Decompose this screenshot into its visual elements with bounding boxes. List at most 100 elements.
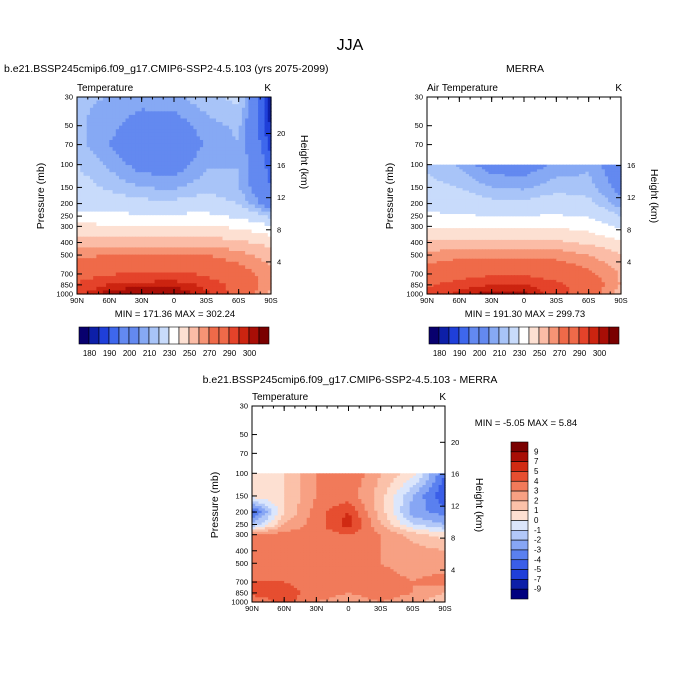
field-cell [93,193,97,198]
field-cell [572,195,577,199]
field-cell [232,179,237,184]
field-cell [96,125,101,130]
field-cell [83,179,88,184]
field-cell [258,200,262,206]
field-cell [501,183,506,187]
field-cell [164,165,169,170]
field-cell [245,125,249,130]
field-cell [491,202,496,206]
field-cell [148,111,152,116]
field-cell [86,258,91,263]
field-cell [556,197,561,201]
field-cell [588,190,593,194]
field-cell [232,276,237,281]
field-cell [209,190,214,195]
field-cell [186,258,191,263]
field-cell [167,197,172,202]
field-cell [222,190,227,195]
field-cell [206,261,211,266]
field-cell [604,199,609,203]
field-cell [225,139,230,145]
field-cell [112,283,117,288]
field-cell [238,125,243,130]
field-cell [465,171,470,175]
field-cell [569,204,574,208]
colorbar-label: 200 [123,349,137,358]
field-cell [151,175,156,180]
field-cell [196,132,201,137]
colorbar-swatch [208,326,220,345]
field-cell [141,104,146,109]
field-cell [125,208,130,213]
field-cell [93,100,97,105]
field-cell [546,185,551,189]
field-cell [258,100,262,105]
field-cell [99,261,104,266]
field-cell [203,222,207,227]
field-cell [112,118,117,123]
field-cell [591,197,596,201]
field-cell [212,172,217,177]
field-cell [180,182,185,188]
field-cell [475,166,480,170]
field-cell [566,164,570,168]
field-cell [488,195,493,199]
field-cell [141,190,146,195]
field-cell [543,199,548,203]
field-cell [80,211,85,216]
field-cell [177,125,182,130]
field-cell [245,222,249,227]
field-cell [144,204,149,209]
field-cell [604,176,609,180]
field-cell [167,139,172,145]
field-cell [465,169,470,173]
field-cell [212,182,217,188]
field-cell [193,100,198,105]
field-cell [93,243,97,249]
field-cell [109,100,114,105]
field-cell [170,182,175,188]
field-cell [267,165,272,170]
field-cell [232,290,237,295]
field-cell [225,193,230,198]
field-cell [569,181,574,185]
field-cell [96,211,101,216]
field-cell [459,176,464,180]
field-cell [177,197,182,202]
field-cell [151,268,156,274]
field-cell [119,129,123,134]
field-cell [83,261,88,266]
field-cell [254,233,259,238]
field-cell [206,150,211,155]
field-cell [161,276,165,281]
field-cell [138,122,143,127]
field-cell [138,254,143,259]
field-cell [524,181,528,185]
field-cell [585,197,590,201]
field-cell [186,114,191,120]
field-cell [524,176,528,180]
field-cell [511,185,515,189]
field-cell [157,200,162,206]
field-cell [436,202,441,206]
field-cell [245,211,249,216]
field-cell [193,247,198,252]
field-cell [99,136,104,141]
field-cell [196,247,201,252]
field-cell [469,176,473,180]
field-cell [232,261,237,266]
field-cell [556,199,561,203]
field-cell [77,139,81,145]
field-cell [452,169,457,173]
field-cell [183,125,188,130]
field-cell [533,190,538,194]
field-cell [241,236,246,241]
field-cell [138,208,143,213]
field-cell [235,283,240,288]
field-cell [212,254,217,259]
field-cell [141,204,146,209]
field-cell [527,166,532,170]
field-cell [465,164,470,168]
field-cell [141,111,146,116]
field-cell [608,171,612,175]
